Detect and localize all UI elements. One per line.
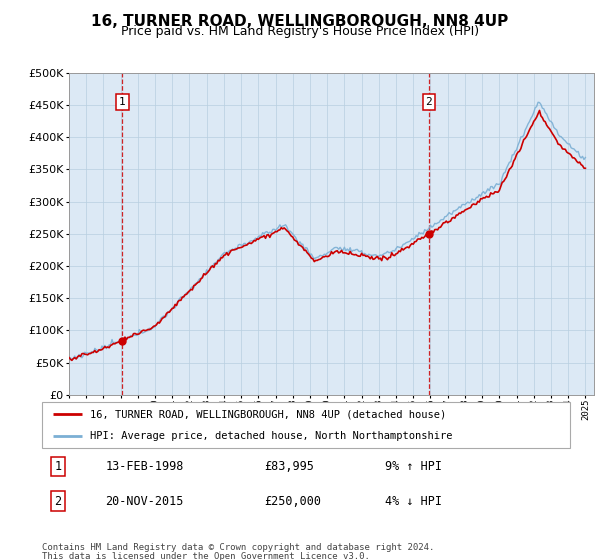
Text: 2: 2 — [54, 494, 61, 508]
Text: 9% ↑ HPI: 9% ↑ HPI — [385, 460, 442, 473]
Text: Contains HM Land Registry data © Crown copyright and database right 2024.: Contains HM Land Registry data © Crown c… — [42, 543, 434, 552]
Text: This data is licensed under the Open Government Licence v3.0.: This data is licensed under the Open Gov… — [42, 552, 370, 560]
Text: £250,000: £250,000 — [264, 494, 321, 508]
Text: 2: 2 — [425, 97, 432, 107]
Text: 1: 1 — [119, 97, 126, 107]
Text: 4% ↓ HPI: 4% ↓ HPI — [385, 494, 442, 508]
Text: 1: 1 — [54, 460, 61, 473]
Text: 20-NOV-2015: 20-NOV-2015 — [106, 494, 184, 508]
Text: 13-FEB-1998: 13-FEB-1998 — [106, 460, 184, 473]
Text: 16, TURNER ROAD, WELLINGBOROUGH, NN8 4UP (detached house): 16, TURNER ROAD, WELLINGBOROUGH, NN8 4UP… — [89, 409, 446, 419]
FancyBboxPatch shape — [42, 402, 570, 448]
Text: HPI: Average price, detached house, North Northamptonshire: HPI: Average price, detached house, Nort… — [89, 431, 452, 441]
Text: Price paid vs. HM Land Registry's House Price Index (HPI): Price paid vs. HM Land Registry's House … — [121, 25, 479, 38]
Text: £83,995: £83,995 — [264, 460, 314, 473]
Text: 16, TURNER ROAD, WELLINGBOROUGH, NN8 4UP: 16, TURNER ROAD, WELLINGBOROUGH, NN8 4UP — [91, 14, 509, 29]
